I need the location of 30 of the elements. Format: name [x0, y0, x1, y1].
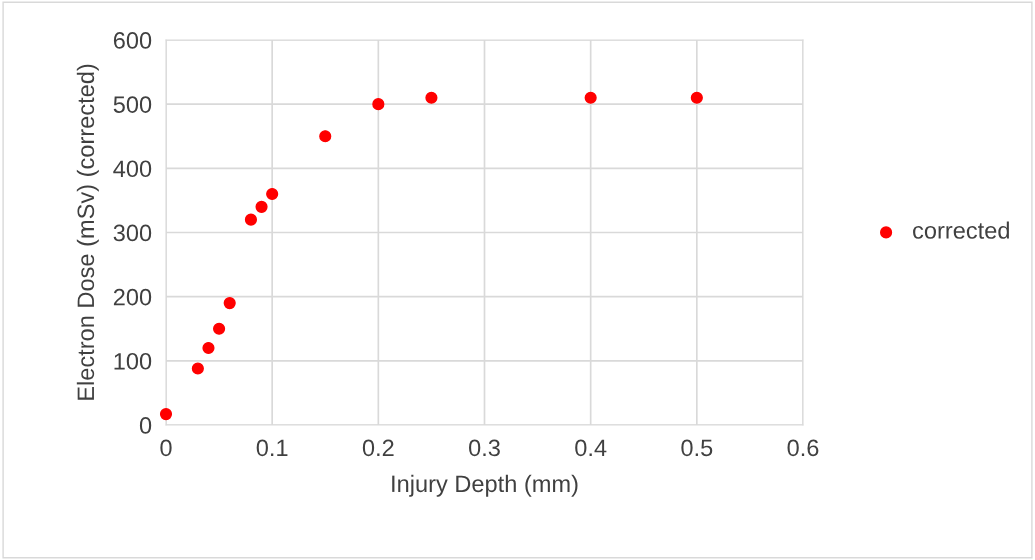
y-tick-label: 500	[113, 96, 152, 113]
x-tick-label: 0.1	[256, 439, 288, 457]
point	[425, 91, 438, 104]
y-tick-label: 0	[139, 417, 152, 434]
point	[372, 98, 385, 111]
y-tick-label: 100	[114, 352, 152, 370]
y-tick-label: 200	[113, 288, 152, 306]
point	[319, 130, 332, 143]
x-tick-label: 0.6	[787, 439, 819, 457]
point	[255, 200, 268, 213]
point	[191, 362, 204, 375]
y-tick-label: 300	[113, 224, 152, 242]
x-tick-label: 0.2	[362, 439, 394, 457]
point	[213, 322, 226, 335]
x-tick-label: 0.3	[469, 439, 500, 457]
y-axis-title: Electron Dose (mSv) (corrected)	[76, 64, 99, 400]
point	[690, 91, 703, 104]
point	[244, 213, 258, 226]
x-tick-label: 0	[160, 439, 172, 457]
legend-label: corrected	[913, 221, 1009, 239]
point	[584, 91, 597, 104]
x-axis-title: Injury Depth (mm)	[392, 474, 578, 497]
point	[159, 408, 173, 421]
y-tick-label: 600	[113, 32, 152, 49]
x-tick-label: 0.4	[575, 439, 607, 457]
point	[266, 187, 279, 201]
point	[202, 341, 215, 355]
x-tick-label: 0.5	[681, 439, 713, 457]
point	[223, 297, 236, 310]
y-tick-label: 400	[113, 160, 152, 178]
